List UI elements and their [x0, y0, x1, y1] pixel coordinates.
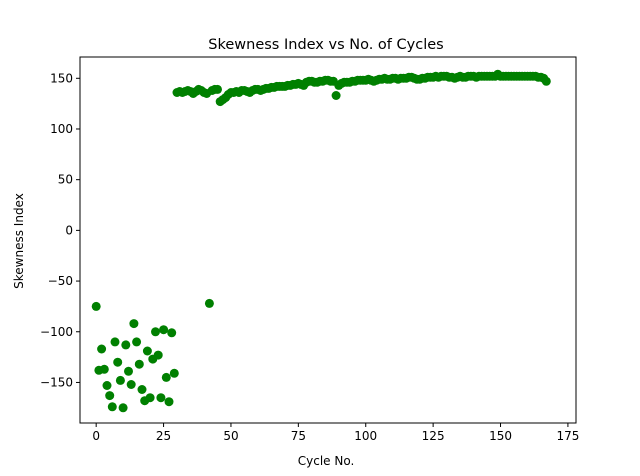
- x-tick-label: 175: [556, 429, 579, 443]
- data-point: [118, 403, 128, 413]
- x-tick-label: 150: [489, 429, 512, 443]
- data-point: [121, 340, 131, 350]
- data-point: [126, 380, 136, 389]
- data-point: [110, 337, 120, 347]
- data-point: [137, 385, 147, 394]
- x-axis-label: Cycle No.: [298, 454, 355, 468]
- x-tick-label: 125: [422, 429, 445, 443]
- x-tick-label: 25: [156, 429, 171, 443]
- data-point: [142, 346, 152, 356]
- data-point: [541, 76, 551, 86]
- chart-title: Skewness Index vs No. of Cycles: [208, 37, 443, 53]
- y-tick-label: 150: [50, 71, 73, 85]
- data-point: [115, 375, 125, 385]
- data-point: [97, 344, 107, 354]
- data-point: [132, 337, 142, 347]
- data-point: [167, 328, 177, 338]
- data-point: [91, 301, 101, 311]
- data-point: [153, 350, 163, 360]
- data-point: [134, 359, 144, 369]
- data-point: [169, 368, 179, 378]
- y-tick-label: −50: [48, 274, 73, 288]
- data-point: [151, 327, 160, 337]
- x-tick-label: 75: [291, 429, 306, 443]
- data-point: [164, 397, 174, 407]
- y-tick-label: 100: [50, 122, 73, 136]
- y-tick-label: 50: [58, 173, 73, 187]
- data-point: [145, 393, 155, 403]
- y-tick-label: −100: [40, 325, 73, 339]
- data-point: [102, 381, 112, 390]
- y-axis-label: Skewness Index: [12, 193, 26, 289]
- data-point: [99, 364, 109, 374]
- y-axis-ticks: −150 −100 −50 0 50 100 150: [40, 71, 80, 389]
- data-point: [124, 366, 133, 376]
- x-axis-ticks: 0 25 50 75 100 125 150 175: [92, 423, 579, 443]
- x-tick-label: 50: [223, 429, 238, 443]
- data-point: [204, 298, 214, 308]
- data-point: [107, 402, 117, 412]
- data-point: [113, 357, 123, 367]
- data-point: [156, 393, 166, 403]
- data-point: [105, 391, 115, 401]
- x-tick-label: 100: [354, 429, 377, 443]
- data-point: [159, 325, 169, 335]
- plot-frame: [79, 56, 577, 424]
- data-point: [161, 372, 171, 382]
- x-tick-label: 0: [92, 429, 100, 443]
- y-tick-label: −150: [40, 375, 73, 389]
- data-points: [91, 69, 551, 413]
- data-point: [129, 319, 139, 329]
- data-point: [331, 91, 341, 100]
- y-tick-label: 0: [65, 223, 73, 237]
- data-point: [213, 84, 222, 94]
